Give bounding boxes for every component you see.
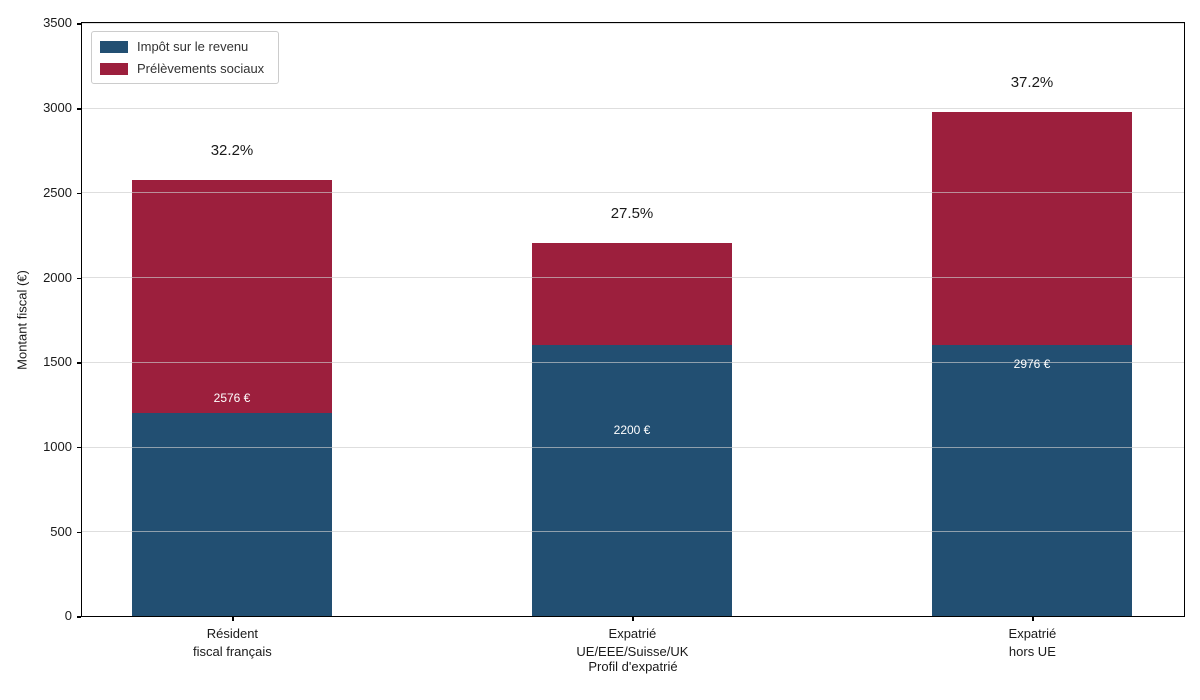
y-tick-label: 500 xyxy=(50,523,72,539)
x-tick-mark xyxy=(632,617,634,621)
y-tick-mark xyxy=(77,446,81,449)
bar-group xyxy=(932,111,1132,616)
y-tick-label: 1500 xyxy=(43,354,72,370)
y-tick-label: 0 xyxy=(64,608,72,624)
y-tick-mark xyxy=(77,362,81,364)
bar-percent-label: 37.2% xyxy=(1010,73,1054,91)
y-tick-mark xyxy=(77,616,81,618)
x-axis-label: Profil d'expatrié xyxy=(588,659,678,674)
bar-segment xyxy=(132,412,332,616)
legend-item-impot-sur-le-revenu: Impôt sur le revenu xyxy=(100,39,264,54)
bar-segment xyxy=(932,111,1132,345)
y-tick-label: 2500 xyxy=(43,184,72,200)
x-tick-label: Expatrié hors UE xyxy=(1008,626,1057,659)
y-tick-label: 3500 xyxy=(43,15,72,31)
plot-area: Impôt sur le revenu Prélèvements sociaux… xyxy=(81,22,1185,617)
gridline xyxy=(82,107,1184,109)
y-tick-mark xyxy=(77,277,81,279)
legend-swatch-prelevements-icon xyxy=(100,62,128,75)
y-tick-mark xyxy=(77,531,81,534)
y-tick-mark xyxy=(77,23,81,25)
bar-group xyxy=(132,179,332,616)
bar-group xyxy=(532,243,732,616)
bar-segment xyxy=(932,344,1132,616)
bar-segment xyxy=(532,243,732,345)
bar-percent-label: 27.5% xyxy=(610,205,654,223)
legend-swatch-impot-icon xyxy=(100,40,128,53)
legend-label-prelevements: Prélèvements sociaux xyxy=(137,61,265,76)
bar-percent-label: 32.2% xyxy=(210,141,254,159)
y-tick-label: 1000 xyxy=(43,438,72,454)
legend-item-prelevements-sociaux: Prélèvements sociaux xyxy=(100,61,264,76)
legend-label-impot: Impôt sur le revenu xyxy=(137,39,249,54)
x-tick-label: Expatrié UE/EEE/Suisse/UK xyxy=(576,626,689,659)
bar-segment xyxy=(532,344,732,616)
y-tick-label: 3000 xyxy=(43,100,72,116)
gridline xyxy=(82,23,1184,24)
x-tick-label: Résident fiscal français xyxy=(193,626,272,659)
x-tick-mark xyxy=(232,617,234,621)
bar-segment xyxy=(132,179,332,413)
legend: Impôt sur le revenu Prélèvements sociaux xyxy=(91,31,280,84)
x-tick-mark xyxy=(1032,617,1034,621)
y-tick-label: 2000 xyxy=(43,269,72,285)
y-tick-mark xyxy=(77,108,81,110)
y-tick-mark xyxy=(77,192,81,195)
